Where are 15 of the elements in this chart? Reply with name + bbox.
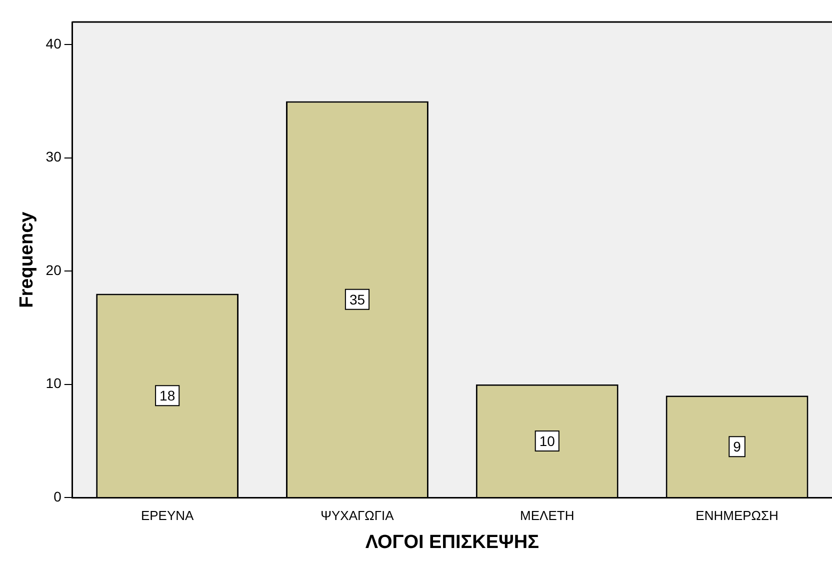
y-axis-title: Frequency xyxy=(16,211,38,308)
x-tick-label: ΕΝΗΜΕΡΩΣΗ xyxy=(696,508,778,523)
y-tick-label: 30 xyxy=(46,148,62,165)
x-tick-label: ΕΡΕΥΝΑ xyxy=(140,508,194,523)
data-label: 18 xyxy=(160,388,176,404)
x-tick-label: ΨΥΧΑΓΩΓΙΑ xyxy=(320,508,394,523)
x-axis-title: ΛΟΓΟΙ ΕΠΙΣΚΕΨΗΣ xyxy=(365,532,540,553)
data-label: 9 xyxy=(733,438,742,454)
x-tick-label: ΜΕΛΕΤΗ xyxy=(520,508,574,523)
y-tick-label: 20 xyxy=(46,262,62,278)
y-tick-label: 40 xyxy=(46,36,62,52)
y-tick-label: 0 xyxy=(54,488,62,504)
data-label: 10 xyxy=(539,432,556,449)
y-tick-label: 10 xyxy=(46,375,62,392)
data-label: 35 xyxy=(349,291,366,308)
